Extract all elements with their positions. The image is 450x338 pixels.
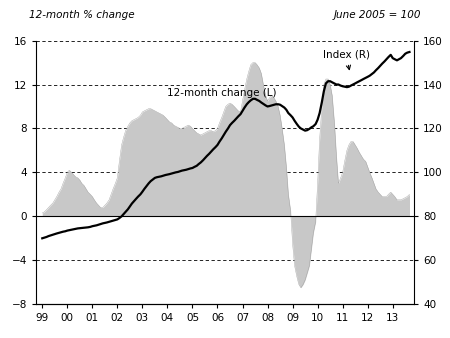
Text: Index (R): Index (R): [323, 50, 369, 70]
Text: 12-month % change: 12-month % change: [29, 10, 135, 20]
Text: June 2005 = 100: June 2005 = 100: [333, 10, 421, 20]
Text: 12-month change (L): 12-month change (L): [167, 88, 277, 98]
